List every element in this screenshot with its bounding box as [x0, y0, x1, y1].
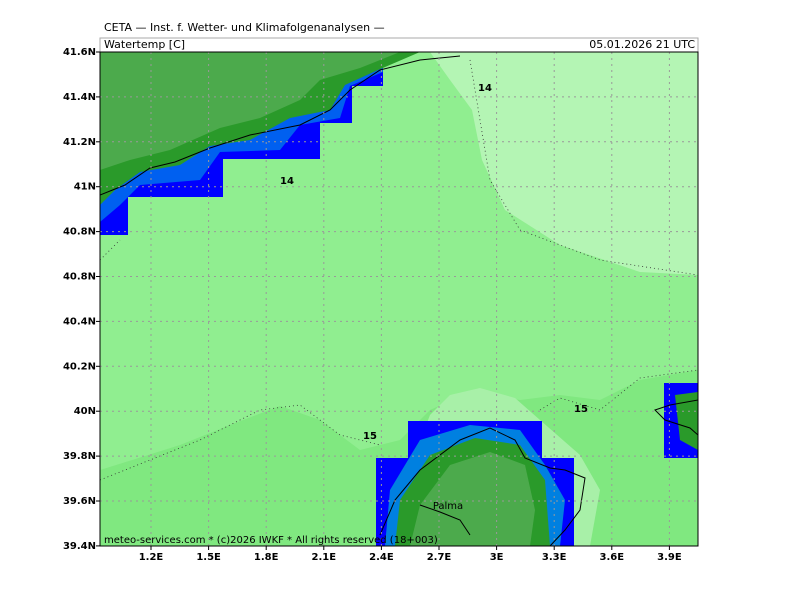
lon-label: 3.9E — [657, 552, 682, 563]
map-area — [100, 52, 698, 546]
lat-label: 39.6N — [63, 496, 96, 507]
lat-label: 40.8N — [63, 227, 96, 238]
contour-label: 15 — [363, 431, 377, 442]
lat-label: 39.8N — [63, 451, 96, 462]
lon-label: 1.5E — [196, 552, 221, 563]
title: CETA — Inst. f. Wetter- und Klimafolgena… — [104, 21, 385, 34]
valid-time: 05.01.2026 21 UTC — [589, 38, 695, 51]
coastline — [654, 399, 698, 436]
place-label: Palma — [433, 501, 463, 512]
lat-label: 40N — [74, 406, 96, 417]
lat-label: 40.4N — [63, 316, 96, 327]
graticule — [100, 52, 698, 546]
lon-label: 3.6E — [600, 552, 625, 563]
island — [675, 392, 698, 450]
lon-label: 3E — [490, 552, 504, 563]
contour-label: 15 — [574, 404, 588, 415]
footer: meteo-services.com * (c)2026 IWKF * All … — [104, 535, 438, 546]
coastline — [100, 55, 461, 196]
island — [410, 452, 535, 546]
lat-label: 41.4N — [63, 92, 96, 103]
lat-label: 40.8N — [63, 272, 96, 283]
lon-label: 2.4E — [369, 552, 394, 563]
lat-label: 41.2N — [63, 137, 96, 148]
lon-label: 2.7E — [427, 552, 452, 563]
contour-label: 14 — [478, 83, 492, 94]
lat-label: 39.4N — [63, 541, 96, 552]
lon-label: 1.8E — [254, 552, 279, 563]
contour-label: 14 — [280, 176, 294, 187]
lat-label: 41.6N — [63, 47, 96, 58]
coastline — [379, 427, 586, 546]
lat-label: 40.2N — [63, 361, 96, 372]
lon-label: 1.2E — [139, 552, 164, 563]
lon-label: 3.3E — [542, 552, 567, 563]
field-label: Watertemp [C] — [104, 38, 185, 51]
frame — [99, 51, 699, 547]
land — [100, 52, 400, 170]
lat-label: 41N — [74, 182, 96, 193]
lon-label: 2.1E — [312, 552, 337, 563]
